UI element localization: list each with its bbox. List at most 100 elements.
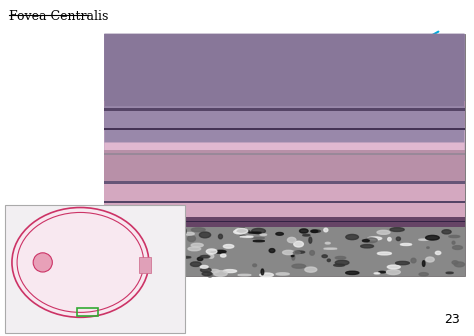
Ellipse shape [411, 258, 416, 263]
Ellipse shape [363, 240, 369, 242]
Ellipse shape [215, 250, 226, 253]
Bar [104, 221, 465, 222]
Ellipse shape [146, 259, 149, 260]
Ellipse shape [197, 257, 203, 261]
Ellipse shape [454, 262, 465, 267]
Ellipse shape [33, 253, 52, 272]
Ellipse shape [435, 251, 441, 255]
Ellipse shape [169, 256, 180, 257]
Ellipse shape [235, 228, 248, 234]
Ellipse shape [335, 260, 349, 265]
Ellipse shape [300, 229, 308, 233]
Ellipse shape [260, 273, 273, 277]
Ellipse shape [188, 236, 195, 242]
Ellipse shape [220, 254, 226, 257]
Ellipse shape [453, 246, 463, 249]
Ellipse shape [427, 247, 429, 248]
Ellipse shape [396, 237, 401, 241]
Ellipse shape [253, 240, 264, 242]
Ellipse shape [130, 238, 139, 241]
Ellipse shape [223, 269, 237, 272]
Bar [104, 108, 465, 111]
Ellipse shape [249, 232, 261, 233]
Ellipse shape [452, 261, 458, 264]
Ellipse shape [240, 236, 246, 237]
Ellipse shape [180, 256, 183, 260]
Ellipse shape [260, 234, 266, 236]
Ellipse shape [201, 265, 208, 268]
Bar [104, 150, 465, 183]
Ellipse shape [146, 230, 155, 233]
Bar [104, 128, 465, 130]
Ellipse shape [293, 251, 300, 254]
Bar [104, 183, 465, 217]
Ellipse shape [166, 260, 174, 263]
Ellipse shape [361, 245, 374, 248]
Ellipse shape [133, 247, 142, 249]
Ellipse shape [287, 237, 296, 243]
Ellipse shape [188, 247, 201, 251]
Ellipse shape [209, 269, 219, 272]
Ellipse shape [295, 251, 305, 253]
Ellipse shape [202, 272, 212, 276]
Ellipse shape [167, 260, 178, 265]
Bar [104, 181, 465, 183]
Ellipse shape [327, 259, 330, 262]
Ellipse shape [237, 230, 250, 232]
Bar [104, 34, 465, 101]
Ellipse shape [291, 255, 294, 257]
Bar [104, 217, 465, 227]
Ellipse shape [388, 238, 391, 241]
Ellipse shape [309, 237, 312, 243]
Bar [104, 101, 465, 126]
Ellipse shape [142, 258, 155, 260]
Polygon shape [104, 106, 465, 197]
Ellipse shape [183, 228, 186, 234]
Text: 23: 23 [444, 313, 460, 326]
Ellipse shape [178, 256, 191, 258]
Ellipse shape [419, 272, 428, 276]
Ellipse shape [191, 262, 201, 266]
Ellipse shape [452, 241, 455, 244]
Ellipse shape [253, 264, 256, 267]
Ellipse shape [201, 268, 211, 272]
Ellipse shape [223, 245, 234, 248]
Ellipse shape [12, 208, 149, 317]
Ellipse shape [154, 271, 167, 275]
Bar [104, 169, 465, 203]
Ellipse shape [386, 270, 401, 275]
Ellipse shape [208, 272, 212, 277]
Ellipse shape [107, 247, 120, 251]
Text: Fovea Centralis: Fovea Centralis [9, 10, 109, 23]
Ellipse shape [106, 230, 118, 232]
Ellipse shape [252, 228, 265, 234]
Ellipse shape [185, 233, 194, 235]
Bar [77, 308, 98, 316]
Ellipse shape [114, 237, 121, 239]
Ellipse shape [322, 255, 328, 258]
Ellipse shape [335, 256, 346, 259]
Ellipse shape [325, 242, 330, 244]
Ellipse shape [206, 249, 217, 254]
Ellipse shape [252, 238, 264, 239]
Ellipse shape [387, 265, 400, 269]
Ellipse shape [334, 264, 345, 266]
Ellipse shape [234, 230, 245, 234]
Ellipse shape [449, 236, 460, 238]
Ellipse shape [303, 235, 310, 236]
Ellipse shape [379, 271, 385, 273]
Bar [104, 34, 465, 276]
Ellipse shape [377, 252, 392, 255]
Ellipse shape [131, 229, 138, 232]
Ellipse shape [346, 235, 358, 240]
Ellipse shape [292, 254, 295, 260]
Polygon shape [104, 142, 465, 205]
Ellipse shape [396, 261, 410, 265]
Ellipse shape [156, 231, 168, 235]
Ellipse shape [276, 233, 283, 235]
Polygon shape [104, 34, 465, 183]
Ellipse shape [261, 269, 264, 275]
Ellipse shape [269, 249, 275, 253]
Ellipse shape [401, 243, 411, 246]
Bar [104, 227, 465, 276]
